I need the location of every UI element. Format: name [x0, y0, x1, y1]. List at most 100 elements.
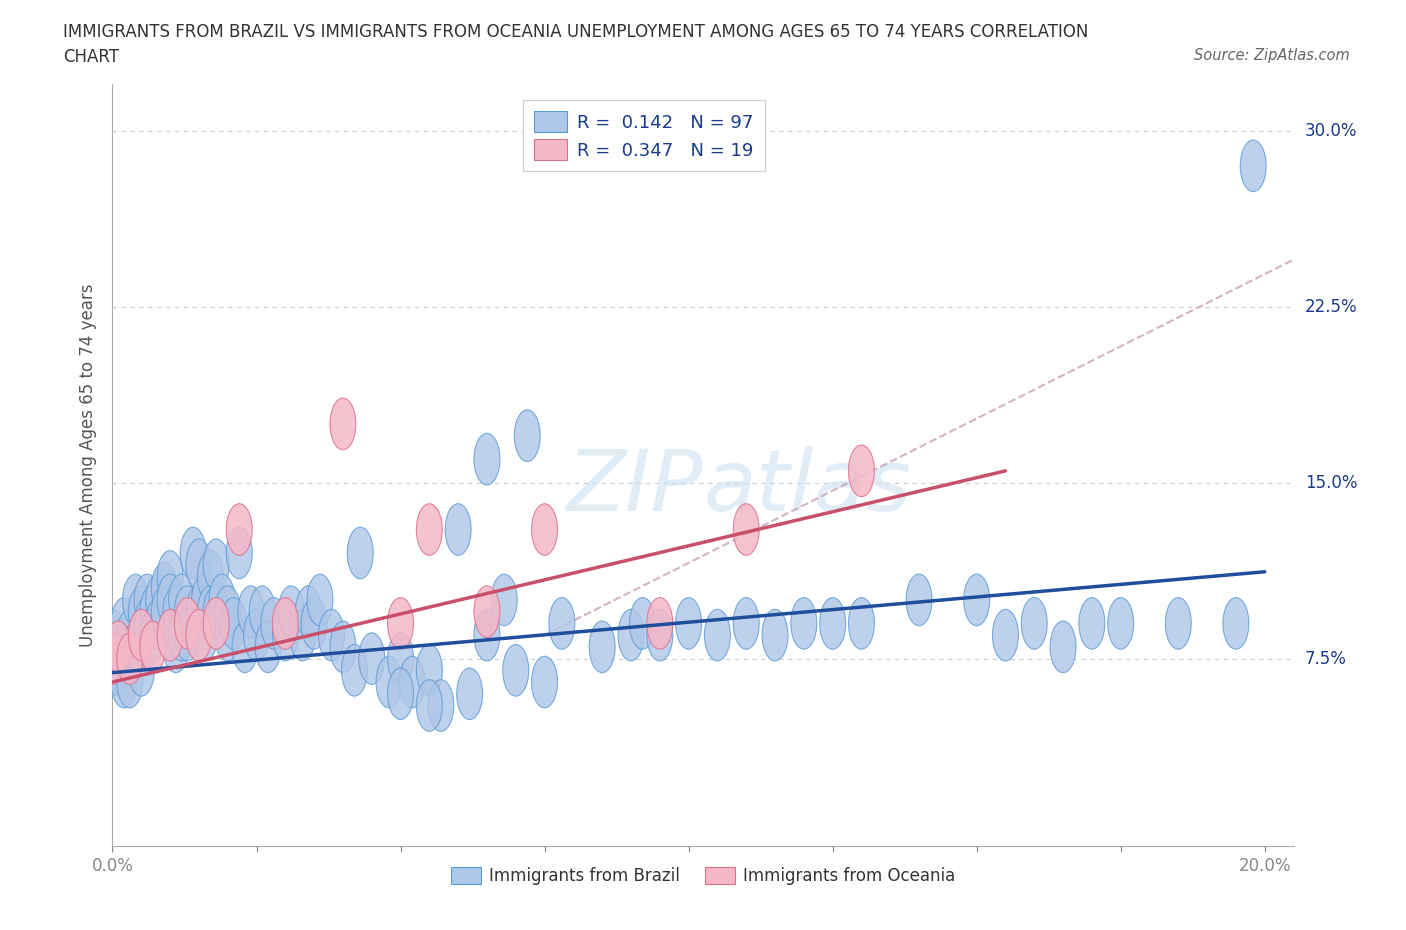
Ellipse shape	[491, 574, 517, 626]
Ellipse shape	[209, 574, 235, 626]
Ellipse shape	[186, 586, 212, 637]
Ellipse shape	[1050, 621, 1076, 672]
Ellipse shape	[330, 398, 356, 450]
Ellipse shape	[204, 586, 229, 637]
Ellipse shape	[704, 609, 730, 661]
Ellipse shape	[375, 657, 402, 708]
Ellipse shape	[262, 598, 287, 649]
Ellipse shape	[619, 609, 644, 661]
Ellipse shape	[204, 538, 229, 591]
Ellipse shape	[157, 609, 183, 661]
Y-axis label: Unemployment Among Ages 65 to 74 years: Unemployment Among Ages 65 to 74 years	[79, 284, 97, 646]
Ellipse shape	[963, 574, 990, 626]
Ellipse shape	[117, 609, 143, 661]
Ellipse shape	[186, 609, 212, 661]
Ellipse shape	[905, 574, 932, 626]
Text: CHART: CHART	[63, 48, 120, 66]
Ellipse shape	[295, 586, 322, 637]
Ellipse shape	[734, 504, 759, 555]
Ellipse shape	[221, 598, 246, 649]
Ellipse shape	[163, 621, 188, 672]
Ellipse shape	[105, 621, 131, 672]
Ellipse shape	[474, 609, 501, 661]
Ellipse shape	[1223, 598, 1249, 649]
Ellipse shape	[820, 598, 845, 649]
Ellipse shape	[117, 632, 143, 684]
Ellipse shape	[163, 586, 188, 637]
Ellipse shape	[342, 644, 367, 697]
Ellipse shape	[589, 621, 616, 672]
Ellipse shape	[290, 609, 315, 661]
Ellipse shape	[105, 644, 131, 697]
Ellipse shape	[111, 657, 136, 708]
Ellipse shape	[186, 538, 212, 591]
Text: ZIP: ZIP	[567, 446, 703, 529]
Ellipse shape	[174, 586, 200, 637]
Ellipse shape	[100, 632, 125, 684]
Ellipse shape	[630, 598, 655, 649]
Ellipse shape	[531, 504, 558, 555]
Ellipse shape	[1021, 598, 1047, 649]
Ellipse shape	[347, 527, 373, 578]
Ellipse shape	[416, 504, 443, 555]
Text: 22.5%: 22.5%	[1305, 298, 1357, 315]
Ellipse shape	[197, 551, 224, 603]
Ellipse shape	[232, 621, 257, 672]
Ellipse shape	[226, 527, 252, 578]
Ellipse shape	[111, 598, 136, 649]
Legend: Immigrants from Brazil, Immigrants from Oceania: Immigrants from Brazil, Immigrants from …	[444, 860, 962, 891]
Ellipse shape	[191, 574, 218, 626]
Text: 30.0%: 30.0%	[1305, 122, 1357, 140]
Ellipse shape	[249, 586, 276, 637]
Ellipse shape	[105, 621, 131, 672]
Ellipse shape	[174, 598, 200, 649]
Ellipse shape	[134, 598, 160, 649]
Ellipse shape	[152, 586, 177, 637]
Ellipse shape	[100, 644, 125, 697]
Ellipse shape	[388, 668, 413, 720]
Ellipse shape	[676, 598, 702, 649]
Ellipse shape	[762, 609, 787, 661]
Ellipse shape	[278, 586, 304, 637]
Ellipse shape	[146, 598, 172, 649]
Ellipse shape	[416, 680, 443, 731]
Text: IMMIGRANTS FROM BRAZIL VS IMMIGRANTS FROM OCEANIA UNEMPLOYMENT AMONG AGES 65 TO : IMMIGRANTS FROM BRAZIL VS IMMIGRANTS FRO…	[63, 23, 1088, 41]
Ellipse shape	[647, 609, 672, 661]
Ellipse shape	[848, 598, 875, 649]
Ellipse shape	[790, 598, 817, 649]
Ellipse shape	[169, 574, 194, 626]
Ellipse shape	[330, 621, 356, 672]
Ellipse shape	[399, 657, 425, 708]
Ellipse shape	[647, 598, 672, 649]
Ellipse shape	[993, 609, 1018, 661]
Ellipse shape	[174, 609, 200, 661]
Ellipse shape	[1108, 598, 1133, 649]
Ellipse shape	[117, 657, 143, 708]
Ellipse shape	[388, 598, 413, 649]
Ellipse shape	[122, 621, 149, 672]
Ellipse shape	[359, 632, 385, 684]
Ellipse shape	[157, 574, 183, 626]
Ellipse shape	[215, 609, 240, 661]
Ellipse shape	[146, 574, 172, 626]
Ellipse shape	[134, 574, 160, 626]
Ellipse shape	[139, 621, 166, 672]
Ellipse shape	[307, 574, 333, 626]
Ellipse shape	[273, 609, 298, 661]
Ellipse shape	[1166, 598, 1191, 649]
Ellipse shape	[139, 609, 166, 661]
Ellipse shape	[254, 621, 281, 672]
Ellipse shape	[416, 644, 443, 697]
Ellipse shape	[474, 586, 501, 637]
Ellipse shape	[191, 609, 218, 661]
Ellipse shape	[128, 644, 155, 697]
Text: atlas: atlas	[703, 446, 911, 529]
Ellipse shape	[157, 551, 183, 603]
Ellipse shape	[197, 586, 224, 637]
Ellipse shape	[848, 445, 875, 497]
Ellipse shape	[243, 609, 270, 661]
Ellipse shape	[215, 586, 240, 637]
Ellipse shape	[318, 609, 344, 661]
Ellipse shape	[273, 598, 298, 649]
Ellipse shape	[1078, 598, 1105, 649]
